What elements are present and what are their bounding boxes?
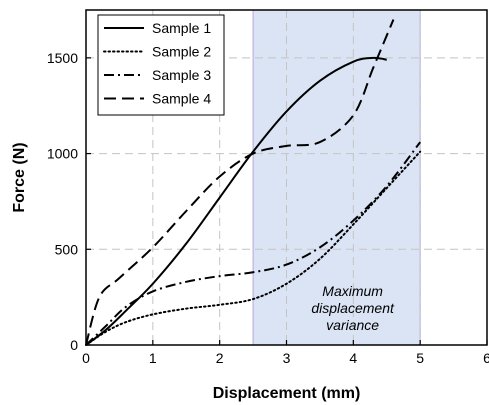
legend: Sample 1 Sample 2 Sample 3 Sample 4 — [97, 14, 225, 116]
y-tick-label: 500 — [55, 241, 79, 257]
legend-label-2: Sample 2 — [152, 44, 211, 60]
legend-label-3: Sample 3 — [152, 67, 211, 83]
axes — [85, 9, 488, 346]
legend-label-1: Sample 1 — [152, 20, 211, 36]
highlight-region — [252, 9, 421, 346]
highlight-label-line: displacement — [311, 300, 395, 316]
series-group — [85, 19, 422, 346]
series-line-4 — [85, 19, 395, 346]
x-tick-label: 0 — [82, 350, 90, 366]
x-tick-label: 5 — [416, 350, 424, 366]
legend-label-4: Sample 4 — [152, 91, 211, 107]
y-axis-label: Force (N) — [11, 142, 28, 212]
x-axis-label: Displacement (mm) — [213, 385, 361, 402]
series-line-1 — [85, 56, 387, 346]
x-tick-label: 1 — [149, 350, 157, 366]
legend-box — [97, 14, 225, 116]
y-tick-label: 0 — [70, 337, 78, 353]
highlight-label-line: Maximum — [322, 283, 383, 299]
x-tick-label: 3 — [283, 350, 291, 366]
y-tick-label: 1500 — [47, 50, 78, 66]
highlight-label-line: variance — [326, 317, 379, 333]
tick-labels: 0 1 2 3 4 5 6 0 500 1000 1500 — [47, 50, 489, 366]
highlight-band — [252, 9, 421, 346]
x-tick-label: 2 — [216, 350, 224, 366]
series-line-2 — [85, 150, 422, 346]
x-tick-label: 6 — [483, 350, 489, 366]
x-tick-label: 4 — [349, 350, 357, 366]
y-tick-label: 1000 — [47, 146, 78, 162]
series-line-3 — [85, 141, 421, 346]
